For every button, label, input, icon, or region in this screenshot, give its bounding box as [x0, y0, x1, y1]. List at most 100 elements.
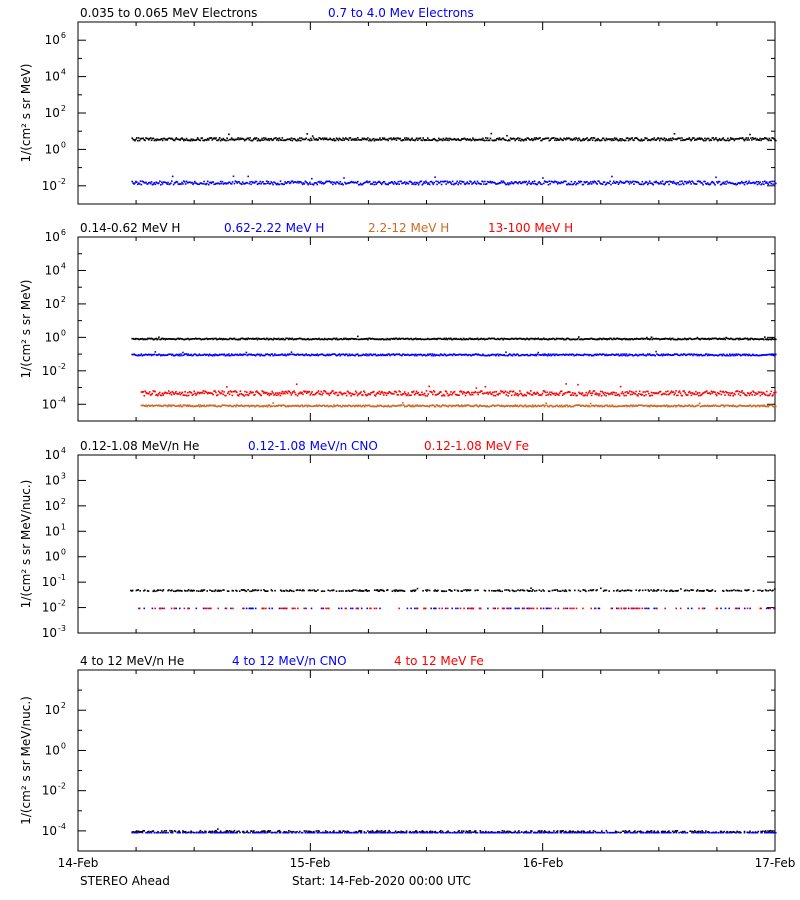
- data-point: [725, 390, 727, 393]
- data-point: [238, 354, 240, 356]
- data-point: [278, 137, 281, 139]
- data-point: [516, 338, 518, 341]
- data-point: [177, 354, 180, 357]
- data-point: [620, 180, 622, 183]
- data-point: [315, 392, 317, 395]
- data-point: [488, 139, 491, 142]
- data-point: [131, 137, 133, 139]
- data-point: [429, 353, 432, 355]
- data-point: [612, 353, 614, 356]
- data-point: [309, 405, 312, 407]
- y-axis-label: 1/(cm² s sr MeV/nuc.): [19, 480, 33, 609]
- data-point: [251, 391, 253, 394]
- data-point: [214, 183, 216, 185]
- data-point: [270, 137, 273, 140]
- data-point: [356, 353, 358, 356]
- data-point: [183, 138, 186, 141]
- data-point: [610, 138, 612, 140]
- data-point: [715, 393, 717, 395]
- data-point: [519, 137, 521, 140]
- data-point: [429, 390, 431, 393]
- data-point: [255, 405, 257, 407]
- data-point: [604, 338, 607, 340]
- data-point: [295, 405, 298, 407]
- data-point: [715, 137, 717, 139]
- data-point: [740, 590, 743, 592]
- data-point: [740, 338, 743, 340]
- data-point: [460, 139, 462, 142]
- data-point: [679, 392, 682, 394]
- data-point: [545, 137, 548, 140]
- data-point: [428, 353, 431, 356]
- data-point: [661, 138, 664, 141]
- data-point: [577, 139, 579, 142]
- data-point: [525, 394, 528, 397]
- data-point: [460, 390, 462, 392]
- data-point: [461, 180, 463, 183]
- data-point: [226, 182, 228, 184]
- data-point: [656, 392, 658, 395]
- data-point: [504, 139, 506, 141]
- data-point: [773, 405, 775, 408]
- data-point: [238, 138, 240, 141]
- data-point: [515, 354, 517, 356]
- data-point: [468, 182, 470, 185]
- data-point: [175, 180, 178, 183]
- data-point: [360, 338, 363, 340]
- data-point: [172, 183, 175, 186]
- data-point: [538, 589, 541, 591]
- data-point: [396, 405, 399, 407]
- data-point: [738, 391, 741, 393]
- data-point: [652, 337, 655, 340]
- data-point: [522, 337, 525, 340]
- data-point: [234, 390, 236, 392]
- data-point: [163, 354, 166, 357]
- data-point: [773, 607, 775, 610]
- data-point: [308, 138, 310, 141]
- data-point: [389, 391, 391, 394]
- data-point: [523, 404, 526, 407]
- data-point: [487, 181, 490, 183]
- data-point: [313, 354, 316, 356]
- data-point: [523, 354, 526, 357]
- data-point: [279, 139, 282, 141]
- data-point: [333, 181, 335, 184]
- data-point: [752, 353, 754, 356]
- data-point: [142, 404, 145, 407]
- data-point: [476, 354, 479, 356]
- data-point: [204, 338, 206, 340]
- data-point: [460, 353, 462, 356]
- data-point: [707, 337, 710, 340]
- data-point: [645, 405, 647, 407]
- data-point: [423, 405, 426, 407]
- data-point: [760, 607, 762, 610]
- data-point: [203, 404, 205, 406]
- data-point: [632, 180, 634, 183]
- data-point: [367, 589, 369, 592]
- data-point: [573, 354, 575, 357]
- data-point: [442, 590, 445, 592]
- data-point: [740, 338, 742, 341]
- data-point: [191, 354, 193, 357]
- data-point: [262, 181, 264, 183]
- data-point: [590, 354, 593, 357]
- data-point: [493, 391, 496, 393]
- data-point: [186, 337, 189, 340]
- data-point: [598, 607, 601, 610]
- data-point: [555, 137, 557, 140]
- data-point: [293, 353, 296, 356]
- data-point: [131, 590, 133, 592]
- data-point: [682, 353, 685, 355]
- data-point: [279, 354, 282, 356]
- data-point: [618, 393, 620, 396]
- data-point: [223, 589, 225, 591]
- data-point: [507, 139, 509, 142]
- data-point: [665, 337, 667, 340]
- data-point: [224, 139, 226, 142]
- data-point: [486, 180, 489, 183]
- data-point: [744, 337, 747, 340]
- data-point: [660, 338, 663, 340]
- data-point: [492, 181, 494, 184]
- data-point: [729, 354, 732, 357]
- data-point: [264, 183, 267, 185]
